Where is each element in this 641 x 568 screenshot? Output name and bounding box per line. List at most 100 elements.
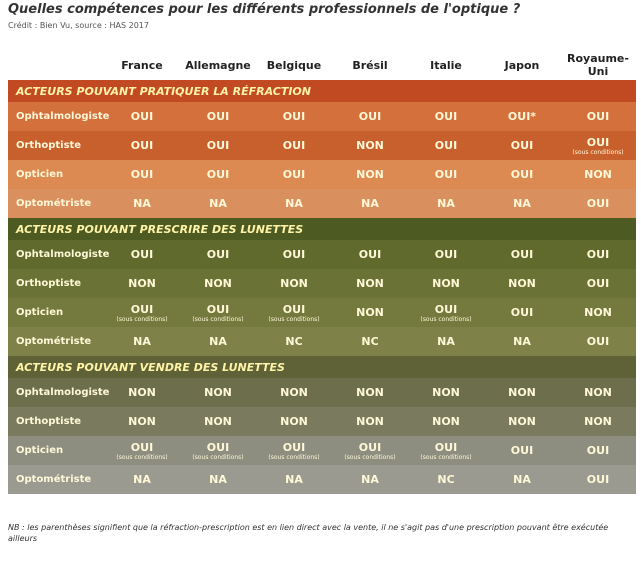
cell: OUI xyxy=(358,248,382,261)
cell-value: OUI xyxy=(434,302,458,316)
cell: OUI (sous conditions) xyxy=(408,436,484,465)
cell: OUI xyxy=(510,168,534,181)
section-row: ACTEURS POUVANT VENDRE DES LUNETTES xyxy=(8,356,636,378)
cell: NA xyxy=(437,197,455,210)
cell: OUI xyxy=(130,168,154,181)
competence-table: France Allemagne Belgique Brésil Italie Japon… xyxy=(8,50,636,494)
cell: OUI (sous conditions) xyxy=(408,298,484,327)
cell: OUI xyxy=(586,277,610,290)
cell-note: (sous conditions) xyxy=(572,148,624,156)
cell: OUI xyxy=(282,110,306,123)
cell: OUI (sous conditions) xyxy=(180,298,256,327)
row-label: Ophtalmologiste xyxy=(16,387,110,398)
row-label: Optométriste xyxy=(16,474,92,485)
cell-note: (sous conditions) xyxy=(420,315,472,323)
cell: OUI (sous conditions) xyxy=(256,436,332,465)
cell: OUI (sous conditions) xyxy=(332,436,408,465)
cell: NA xyxy=(437,335,455,348)
cell: NON xyxy=(508,386,536,399)
cell-value: OUI xyxy=(358,440,382,454)
cell: OUI xyxy=(510,444,534,457)
cell: NON xyxy=(204,415,232,428)
row-label: Opticien xyxy=(16,445,64,456)
row-label: Ophtalmologiste xyxy=(16,111,110,122)
cell: OUI xyxy=(282,248,306,261)
row-label: Optométriste xyxy=(16,198,92,209)
cell: NON xyxy=(584,168,612,181)
cell: OUI (sous conditions) xyxy=(104,298,180,327)
corner xyxy=(8,50,104,80)
cell: OUI xyxy=(206,110,230,123)
cell: OUI xyxy=(434,139,458,152)
cell: NON xyxy=(508,277,536,290)
cell: NON xyxy=(128,277,156,290)
cell: OUI xyxy=(586,335,610,348)
cell-note: (sous conditions) xyxy=(192,315,244,323)
cell: NA xyxy=(361,473,379,486)
cell-note: (sous conditions) xyxy=(192,453,244,461)
cell: NON xyxy=(128,415,156,428)
cell: NA xyxy=(133,473,151,486)
cell: NON xyxy=(356,139,384,152)
cell: NA xyxy=(513,335,531,348)
cell-value: OUI xyxy=(130,302,154,316)
data-row: Orthoptiste NON NON NON NON NON NON OUI xyxy=(8,269,636,298)
section-title: ACTEURS POUVANT PRATIQUER LA RÉFRACTION xyxy=(8,80,636,102)
cell: NON xyxy=(584,306,612,319)
cell: NON xyxy=(356,386,384,399)
cell: OUI xyxy=(434,168,458,181)
cell: NON xyxy=(432,277,460,290)
cell: NA xyxy=(209,473,227,486)
section-title: ACTEURS POUVANT PRESCRIRE DES LUNETTES xyxy=(8,218,636,240)
data-row: Opticien OUI (sous conditions) OUI (sous con… xyxy=(8,436,636,465)
cell-value: OUI xyxy=(586,135,610,149)
cell: NON xyxy=(280,277,308,290)
column-header: France xyxy=(121,58,163,72)
cell-note: (sous conditions) xyxy=(344,453,396,461)
cell: OUI (sous conditions) xyxy=(180,436,256,465)
cell: OUI xyxy=(130,110,154,123)
cell: OUI xyxy=(586,473,610,486)
cell: NON xyxy=(280,386,308,399)
cell: NC xyxy=(285,335,303,348)
cell: NC xyxy=(361,335,379,348)
cell-note: (sous conditions) xyxy=(268,315,320,323)
cell: NON xyxy=(128,386,156,399)
cell: OUI (sous conditions) xyxy=(256,298,332,327)
cell-value: OUI xyxy=(434,440,458,454)
cell-note: (sous conditions) xyxy=(420,453,472,461)
cell: NA xyxy=(209,335,227,348)
cell: NON xyxy=(204,386,232,399)
cell-value: OUI xyxy=(206,440,230,454)
cell: NON xyxy=(432,386,460,399)
column-header: Brésil xyxy=(352,58,388,72)
column-header: Japon xyxy=(504,58,540,72)
cell: OUI xyxy=(586,444,610,457)
row-label: Opticien xyxy=(16,169,64,180)
cell: OUI xyxy=(130,248,154,261)
cell: OUI* xyxy=(507,110,537,123)
column-header: Belgique xyxy=(266,58,322,72)
cell: NA xyxy=(285,473,303,486)
cell: OUI xyxy=(586,197,610,210)
cell-value: OUI xyxy=(130,440,154,454)
data-row: Ophtalmologiste OUI OUI OUI OUI OUI OUI* OUI xyxy=(8,102,636,131)
section-row: ACTEURS POUVANT PRESCRIRE DES LUNETTES xyxy=(8,218,636,240)
cell: NON xyxy=(356,277,384,290)
row-label: Orthoptiste xyxy=(16,278,82,289)
cell: OUI xyxy=(130,139,154,152)
cell-note: (sous conditions) xyxy=(116,315,168,323)
data-row: Optométriste NA NA NA NA NA NA OUI xyxy=(8,189,636,218)
cell: NON xyxy=(356,168,384,181)
cell: OUI xyxy=(510,306,534,319)
cell: OUI xyxy=(434,248,458,261)
cell: OUI xyxy=(206,248,230,261)
row-label: Orthoptiste xyxy=(16,140,82,151)
cell: NA xyxy=(513,473,531,486)
column-header: Allemagne xyxy=(185,58,251,72)
title: Quelles compétences pour les différents … xyxy=(8,2,521,17)
cell: OUI xyxy=(586,248,610,261)
cell: NON xyxy=(204,277,232,290)
data-row: Optométriste NA NA NA NA NC NA OUI xyxy=(8,465,636,494)
